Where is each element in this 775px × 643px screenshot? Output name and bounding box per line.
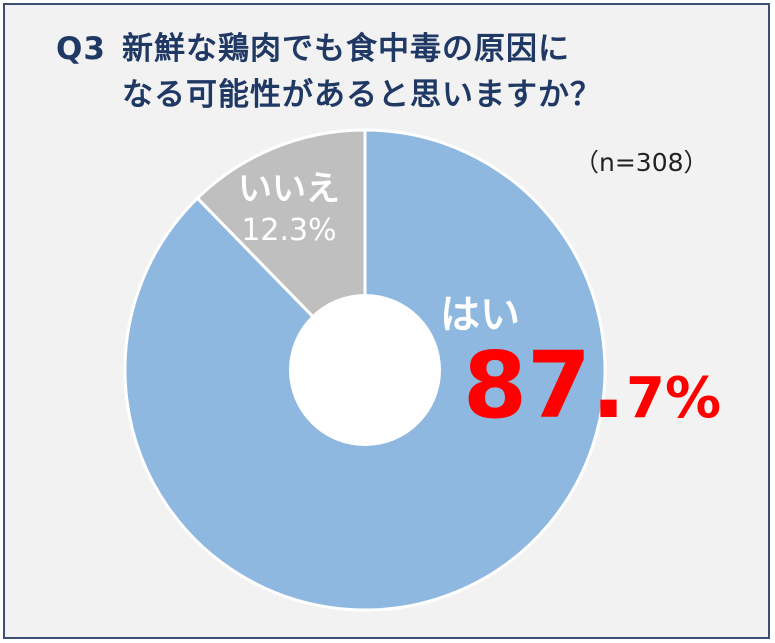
chart-title: Q3 新鮮な鶏肉でも食中毒の原因に なる可能性があると思いますか？: [56, 26, 602, 118]
label-yes-name: はい: [440, 292, 520, 338]
label-no-name: いいえ: [238, 169, 340, 209]
label-no: いいえ 12.3%: [238, 168, 340, 252]
label-no-value: 12.3%: [241, 213, 337, 248]
title-line-1: 新鮮な鶏肉でも食中毒の原因に: [122, 31, 570, 67]
sample-size: （n=308）: [574, 148, 709, 177]
label-yes-int: 87: [463, 332, 592, 439]
label-yes-value: 87.7%: [463, 340, 721, 432]
question-number: Q3: [56, 31, 106, 67]
label-yes-dot: .: [591, 332, 626, 439]
donut-hole: [289, 294, 441, 446]
label-yes-dec: 7: [625, 366, 665, 431]
title-line-2: なる可能性があると思いますか？: [122, 77, 602, 113]
label-yes-pc: %: [664, 366, 722, 431]
